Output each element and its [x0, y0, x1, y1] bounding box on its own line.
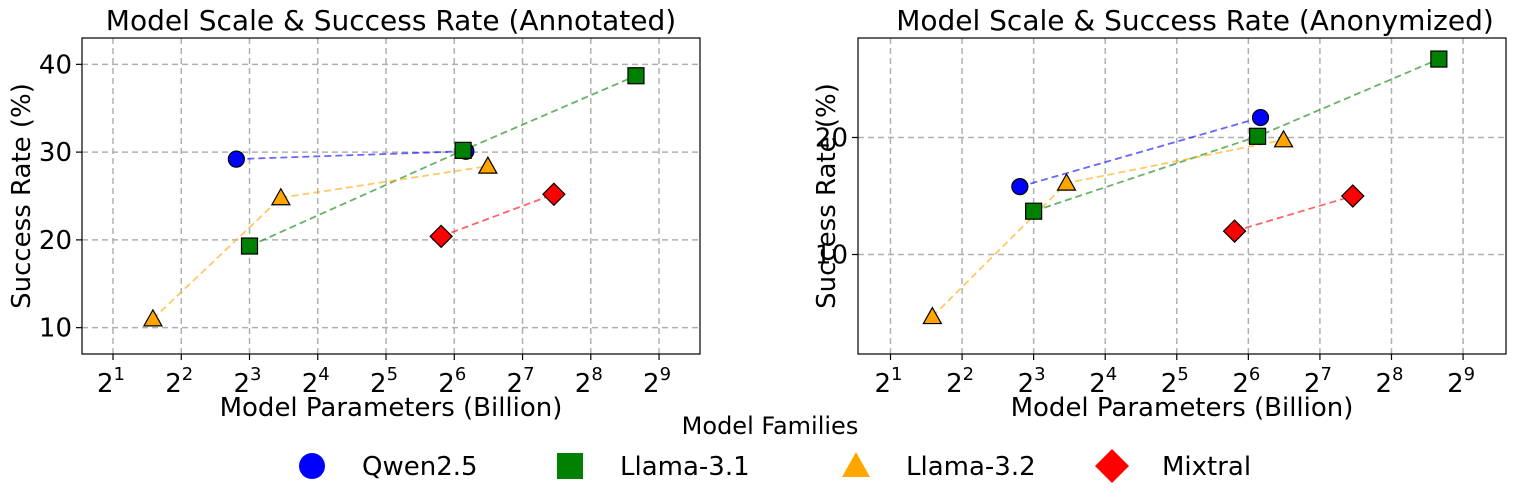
chart-anonymized: 21 22 23 24 25 26 27 28 29 10 20 Model Scale & Succ…	[812, 4, 1507, 423]
x-axis-label: Model Parameters (Billion)	[220, 393, 563, 423]
x-tick-label: 23	[1018, 364, 1046, 399]
legend-marker-square	[557, 453, 583, 479]
legend-marker-diamond	[1095, 449, 1129, 483]
x-tick-label: 27	[507, 364, 535, 399]
series-line-qwen2.5	[1019, 116, 1261, 188]
legend-marker-triangle	[842, 452, 870, 477]
x-tick-label: 29	[1447, 364, 1475, 399]
x-tick-label: 22	[165, 364, 193, 399]
data-point-qwen2.5	[1011, 178, 1029, 196]
chart-title: Model Scale & Success Rate (Anonymized)	[896, 4, 1494, 37]
y-tick-label: 10	[815, 241, 848, 271]
x-tick-label: 28	[1375, 364, 1403, 399]
x-tick-label: 29	[643, 364, 671, 399]
plot-frame	[857, 37, 1507, 355]
data-point-llama-3.1	[1430, 50, 1448, 68]
data-point-qwen2.5	[1251, 108, 1270, 127]
y-tick-label: 40	[39, 50, 72, 80]
series-line-qwen2.5	[236, 150, 466, 161]
legend-entry-mixtral: Mixtral	[1095, 449, 1251, 483]
data-point-qwen2.5	[227, 150, 245, 168]
x-tick-label: 24	[302, 364, 330, 399]
series-line-mixtral	[440, 193, 555, 238]
y-tick-label: 10	[39, 314, 72, 344]
legend-label: Llama-3.1	[620, 452, 750, 482]
plot-frame	[81, 37, 701, 355]
y-axis-label: Success Rate (%)	[812, 83, 842, 309]
x-tick-label: 25	[370, 364, 398, 399]
y-tick-label: 20	[39, 226, 72, 256]
data-point-mixtral	[1222, 219, 1247, 243]
grid	[82, 38, 700, 354]
x-tick-label: 23	[234, 364, 262, 399]
x-tick-label: 21	[874, 364, 902, 399]
y-tick-label: 30	[39, 138, 72, 168]
y-axis-label: Success Rate (%)	[7, 83, 37, 309]
legend-marker-circle	[299, 453, 325, 479]
data-point-llama-3.2	[142, 308, 163, 327]
legend: Model Families Qwen2.5 Llama-3.1 Llama-3.2…	[299, 412, 1251, 483]
x-tick-label: 24	[1089, 364, 1117, 399]
legend-entry-llama-3.2: Llama-3.2	[842, 452, 1036, 482]
x-tick-label: 22	[946, 364, 974, 399]
x-axis-label: Model Parameters (Billion)	[1011, 393, 1354, 423]
legend-title: Model Families	[682, 412, 859, 440]
y-tick-label: 20	[815, 123, 848, 153]
x-tick-label: 21	[97, 364, 125, 399]
data-point-mixtral	[429, 224, 453, 249]
data-point-llama-3.2	[270, 187, 291, 206]
data-point-llama-3.2	[922, 306, 943, 325]
series-line-llama-3.1	[249, 74, 637, 247]
x-tick-label: 28	[575, 364, 603, 399]
data-point-llama-3.1	[1025, 202, 1043, 220]
legend-label: Llama-3.2	[906, 452, 1036, 482]
grid	[858, 38, 1506, 354]
legend-label: Mixtral	[1162, 452, 1251, 482]
legend-entry-qwen2.5: Qwen2.5	[299, 452, 478, 482]
legend-label: Qwen2.5	[362, 452, 478, 482]
data-point-llama-3.2	[477, 155, 498, 174]
x-tick-label: 25	[1161, 364, 1189, 399]
chart-title: Model Scale & Success Rate (Annotated)	[106, 4, 676, 37]
data-point-mixtral	[1340, 184, 1365, 208]
data-point-mixtral	[542, 182, 566, 207]
data-point-llama-3.2	[1273, 129, 1294, 148]
series-line-llama-3.1	[1033, 58, 1440, 213]
x-tick-label: 27	[1304, 364, 1332, 399]
data-point-llama-3.1	[1249, 127, 1267, 145]
chart-annotated: 21 22 23 24 25 26 27 28 29 10 20 30 40 Model Scale & …	[7, 4, 701, 423]
data-point-llama-3.1	[454, 141, 472, 159]
data-point-llama-3.1	[240, 237, 259, 255]
x-tick-label: 26	[438, 364, 466, 399]
data-point-llama-3.1	[627, 67, 645, 85]
x-tick-label: 26	[1232, 364, 1260, 399]
series-line-mixtral	[1234, 195, 1354, 232]
data-point-llama-3.2	[1056, 172, 1077, 191]
legend-entry-llama-3.1: Llama-3.1	[557, 452, 750, 482]
